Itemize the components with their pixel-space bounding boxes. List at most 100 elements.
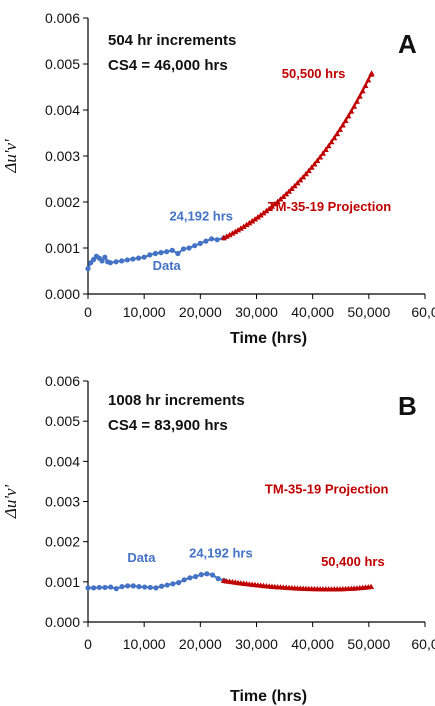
- x-tick-label: 30,000: [235, 636, 278, 652]
- y-tick-label: 0.006: [45, 10, 80, 26]
- data-point: [85, 266, 91, 272]
- projection-point: [252, 216, 259, 222]
- data-point: [180, 246, 187, 252]
- data-point: [169, 247, 175, 253]
- projection-point: [365, 77, 372, 83]
- data-point: [215, 576, 221, 582]
- data-point: [142, 584, 148, 590]
- projection-point: [356, 93, 363, 99]
- projection-point: [254, 214, 261, 220]
- projection-point: [308, 164, 315, 170]
- x-tick-label: 0: [84, 636, 92, 652]
- data-point: [147, 584, 153, 591]
- projection-point: [240, 223, 247, 229]
- data-point: [124, 257, 130, 263]
- projection-point: [342, 117, 349, 123]
- projection-point: [331, 134, 338, 141]
- projection-point: [266, 205, 273, 211]
- projection-point: [328, 138, 335, 145]
- annotation-label: 50,500 hrs: [282, 66, 346, 81]
- y-tick-label: 0.002: [45, 534, 80, 550]
- projection-point: [269, 203, 276, 209]
- projection-point: [229, 230, 236, 236]
- projection-point: [257, 212, 264, 218]
- projection-point: [223, 233, 230, 239]
- data-point: [113, 259, 119, 265]
- x-tick-label: 50,000: [347, 304, 390, 320]
- annotation-label: TM-35-19 Projection: [265, 481, 389, 496]
- x-tick-label: 40,000: [291, 636, 334, 652]
- data-point: [107, 260, 114, 266]
- y-tick-label: 0.000: [45, 614, 80, 630]
- annotation-label: TM-35-19 Projection: [268, 199, 392, 214]
- y-tick-label: 0.002: [45, 194, 80, 210]
- data-point: [187, 575, 193, 581]
- data-point: [113, 586, 119, 592]
- data-point: [175, 250, 181, 257]
- data-point: [147, 252, 153, 258]
- y-tick-label: 0.001: [45, 240, 80, 256]
- data-point: [197, 240, 203, 246]
- data-point: [119, 584, 125, 590]
- projection-point: [325, 142, 332, 149]
- y-axis-title: Δu'v': [1, 484, 20, 519]
- x-tick-label: 60,0: [411, 636, 435, 652]
- projection-point: [317, 154, 324, 160]
- data-point: [186, 245, 192, 251]
- chart-note: CS4 = 46,000 hrs: [108, 57, 228, 74]
- panel-label: B: [398, 391, 417, 421]
- projection-point: [294, 179, 301, 186]
- x-tick-label: 40,000: [291, 304, 334, 320]
- projection-point: [288, 185, 295, 192]
- x-tick-label: 10,000: [123, 636, 166, 652]
- x-tick-label: 30,000: [235, 304, 278, 320]
- projection-point: [297, 177, 304, 183]
- annotation-label: 24,192 hrs: [169, 208, 233, 223]
- data-point: [208, 236, 215, 242]
- data-point: [99, 258, 105, 264]
- data-point: [152, 250, 158, 257]
- y-tick-label: 0.003: [45, 494, 80, 510]
- x-tick-label: 50,000: [347, 636, 390, 652]
- data-point: [192, 574, 199, 580]
- projection-point: [362, 82, 369, 88]
- annotation-label: Data: [153, 258, 182, 273]
- y-axis-title: Δu'v': [1, 139, 20, 174]
- projection-point: [305, 167, 312, 174]
- projection-point: [220, 234, 227, 241]
- annotation-label: Data: [127, 550, 156, 565]
- data-point: [130, 256, 136, 262]
- projection-point: [339, 122, 346, 128]
- data-point: [153, 585, 159, 591]
- projection-point: [368, 70, 375, 76]
- data-point: [136, 584, 142, 590]
- data-point: [170, 581, 176, 587]
- data-point: [108, 584, 114, 590]
- x-tick-label: 20,000: [179, 636, 222, 652]
- data-point: [85, 585, 91, 591]
- data-point: [198, 572, 204, 578]
- y-tick-label: 0.004: [45, 102, 80, 118]
- projection-point: [345, 112, 352, 119]
- y-tick-label: 0.005: [45, 56, 80, 72]
- projection-point: [291, 182, 298, 189]
- data-point: [91, 585, 97, 591]
- projection-point: [351, 103, 358, 109]
- data-point: [203, 238, 209, 244]
- data-point: [164, 249, 170, 255]
- projection-point: [353, 98, 360, 104]
- chart-panel-b: 0.000 0.001 0.002 0.003 0.004 0.005 0.006 0 10,0…: [1, 373, 435, 705]
- data-point: [209, 572, 216, 578]
- x-tick-label: 20,000: [179, 304, 222, 320]
- y-tick-label: 0.005: [45, 413, 80, 429]
- data-point: [159, 583, 165, 589]
- x-axis-title: Time (hrs): [230, 688, 307, 705]
- data-point: [141, 254, 147, 260]
- projection-point: [232, 228, 239, 235]
- projection-point: [243, 221, 250, 228]
- data-point: [192, 243, 198, 249]
- projection-point: [348, 108, 355, 114]
- projection-point: [235, 227, 242, 233]
- data-point: [135, 255, 142, 261]
- data-point: [119, 258, 125, 264]
